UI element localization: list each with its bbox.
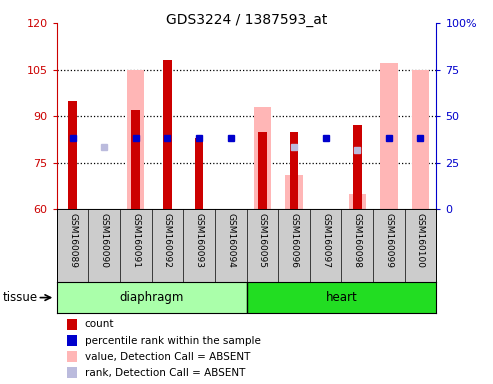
Bar (285, 175, 303, 209)
Text: GSM160096: GSM160096 (289, 213, 298, 268)
Text: tissue: tissue (2, 291, 37, 304)
Bar (349, 194, 366, 209)
Bar (380, 63, 397, 209)
Text: GSM160097: GSM160097 (321, 213, 330, 268)
Bar (412, 70, 429, 209)
Text: value, Detection Call = ABSENT: value, Detection Call = ABSENT (85, 352, 250, 362)
Text: GSM160093: GSM160093 (195, 213, 204, 268)
Text: GSM160092: GSM160092 (163, 213, 172, 268)
Text: heart: heart (325, 291, 357, 304)
Text: GSM160095: GSM160095 (258, 213, 267, 268)
Bar (195, 138, 204, 209)
Text: GSM160099: GSM160099 (385, 213, 393, 268)
Text: GSM160100: GSM160100 (416, 213, 425, 268)
Text: GDS3224 / 1387593_at: GDS3224 / 1387593_at (166, 13, 327, 27)
Text: count: count (85, 319, 114, 329)
Bar (163, 60, 172, 209)
Text: percentile rank within the sample: percentile rank within the sample (85, 336, 261, 346)
Text: GSM160089: GSM160089 (68, 213, 77, 268)
Text: diaphragm: diaphragm (119, 291, 184, 304)
Text: GSM160090: GSM160090 (100, 213, 108, 268)
Bar (353, 126, 362, 209)
Text: GSM160094: GSM160094 (226, 213, 235, 268)
Bar (131, 110, 140, 209)
Text: rank, Detection Call = ABSENT: rank, Detection Call = ABSENT (85, 368, 245, 378)
Text: GSM160098: GSM160098 (352, 213, 362, 268)
Bar (289, 132, 298, 209)
Text: GSM160091: GSM160091 (131, 213, 141, 268)
Bar (68, 101, 77, 209)
Bar (258, 132, 267, 209)
Bar (253, 107, 271, 209)
Bar (127, 70, 144, 209)
